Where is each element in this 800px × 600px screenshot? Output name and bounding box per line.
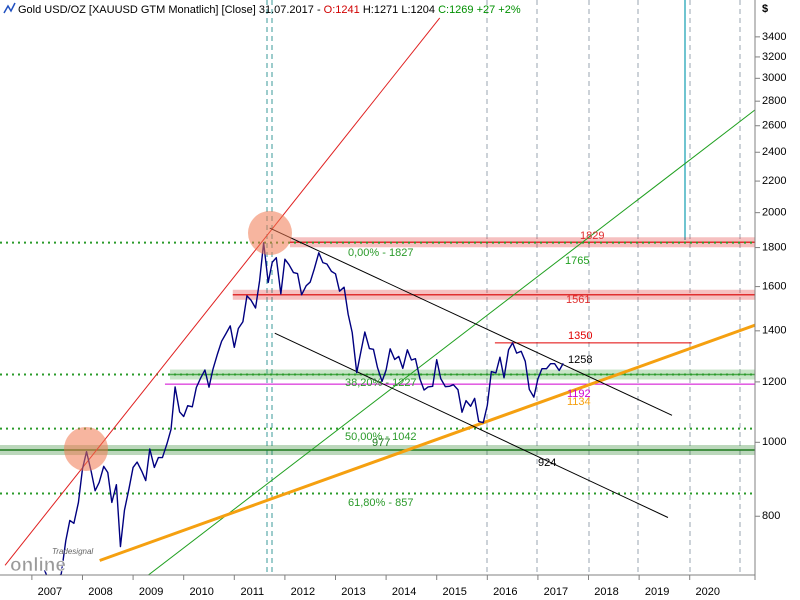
trend-line [4, 17, 441, 566]
x-tick-label: 2014 [392, 586, 416, 598]
y-unit: $ [762, 3, 768, 15]
y-tick-label: 3400 [762, 31, 786, 43]
logo-brand: Tradesignal [52, 547, 93, 556]
y-tick-label: 1000 [762, 436, 786, 448]
trend-label: 924 [538, 457, 556, 469]
y-tick-label: 1200 [762, 376, 786, 388]
y-tick-label: 1400 [762, 325, 786, 337]
y-tick-label: 800 [762, 510, 780, 522]
x-tick-label: 2018 [594, 586, 618, 598]
level-label: 1192 [567, 388, 591, 400]
lines-layer [0, 17, 755, 575]
fib-label: 0,00% - 1827 [348, 247, 413, 259]
title-icon [3, 2, 16, 14]
x-tick-label: 2019 [645, 586, 669, 598]
x-tick-label: 2020 [695, 586, 719, 598]
y-tick-label: 3200 [762, 51, 786, 63]
level-label: 1350 [568, 330, 592, 342]
title-part: C:1269 +27 +2% [438, 4, 521, 16]
title-part: Gold USD/OZ [XAUUSD GTM Monatlich] [Clos… [18, 4, 324, 16]
trend-line [269, 227, 673, 416]
y-tick-label: 2600 [762, 120, 786, 132]
y-tick-label: 2200 [762, 175, 786, 187]
x-tick-label: 2008 [88, 586, 112, 598]
y-tick-label: 1600 [762, 280, 786, 292]
decorations [266, 0, 741, 575]
highlight-circle [248, 211, 292, 255]
y-tick-label: 3000 [762, 72, 786, 84]
trend-line [99, 323, 755, 562]
fib-label: 50,00% - 1042 [345, 431, 417, 443]
fib-label: 61,80% - 857 [348, 497, 413, 509]
x-tick-label: 2011 [240, 586, 264, 598]
logo-product: online [10, 555, 66, 576]
trend-line [147, 109, 755, 575]
y-tick-label: 2400 [762, 146, 786, 158]
trend-label: 1765 [565, 255, 589, 267]
y-tick-label: 2800 [762, 95, 786, 107]
trend-label: 1258 [568, 354, 592, 366]
trend-line [274, 332, 669, 518]
chart-title: Gold USD/OZ [XAUUSD GTM Monatlich] [Clos… [18, 4, 521, 16]
x-tick-label: 2017 [544, 586, 568, 598]
labels-layer: 0,00% - 1827 38,20% - 1227 50,00% - 1042 61… [345, 230, 604, 509]
trend-label: 1134 [567, 396, 591, 408]
logo: Tradesignal online [10, 547, 94, 576]
zone-label: 977 [372, 437, 390, 449]
x-tick-label: 2015 [442, 586, 466, 598]
fib-label: 38,20% - 1227 [345, 377, 417, 389]
zone-label: 1561 [566, 294, 590, 306]
x-tick-label: 2012 [291, 586, 315, 598]
x-tick-label: 2007 [38, 586, 62, 598]
y-tick-label: 1800 [762, 241, 786, 253]
series-layer [43, 242, 564, 575]
y-tick-label: 2000 [762, 207, 786, 219]
price-line [43, 242, 564, 575]
x-tick-label: 2016 [493, 586, 517, 598]
x-tick-label: 2010 [189, 586, 213, 598]
highlight-circle [64, 427, 108, 471]
title-part: O:1241 [324, 4, 360, 16]
x-tick-label: 2009 [139, 586, 163, 598]
title-part: H:1271 L:1204 [360, 4, 438, 16]
x-tick-label: 2013 [341, 586, 365, 598]
zone-label: 1829 [580, 230, 604, 242]
